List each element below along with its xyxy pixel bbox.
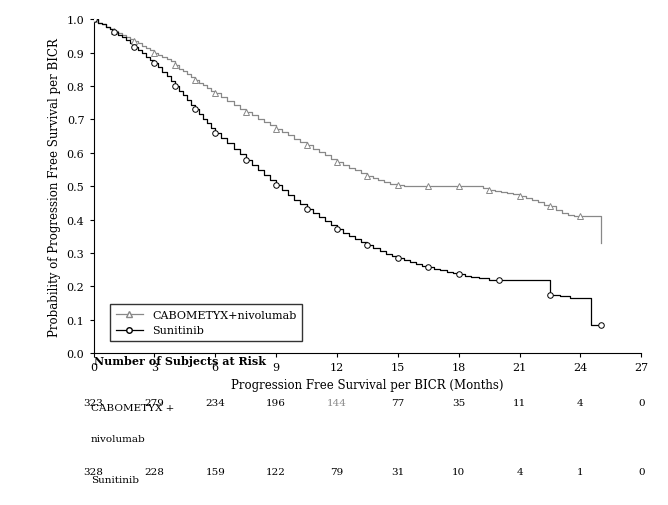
Text: Sunitinib: Sunitinib	[91, 475, 139, 484]
Text: 328: 328	[84, 467, 104, 476]
Text: 31: 31	[391, 467, 404, 476]
Text: 4: 4	[577, 398, 584, 408]
X-axis label: Progression Free Survival per BICR (Months): Progression Free Survival per BICR (Mont…	[231, 378, 504, 391]
Text: 323: 323	[84, 398, 104, 408]
Text: 4: 4	[516, 467, 523, 476]
Text: 77: 77	[391, 398, 404, 408]
Y-axis label: Probability of Progression Free Survival per BICR: Probability of Progression Free Survival…	[48, 38, 61, 336]
Text: 234: 234	[205, 398, 225, 408]
Text: 1: 1	[577, 467, 584, 476]
Text: 35: 35	[452, 398, 466, 408]
Text: Number of Subjects at Risk: Number of Subjects at Risk	[94, 355, 265, 366]
Text: 279: 279	[144, 398, 164, 408]
Text: 228: 228	[144, 467, 164, 476]
Text: 0: 0	[638, 467, 645, 476]
Text: 144: 144	[327, 398, 347, 408]
Legend: CABOMETYX+nivolumab, Sunitinib: CABOMETYX+nivolumab, Sunitinib	[110, 305, 302, 341]
Text: 11: 11	[513, 398, 526, 408]
Text: 196: 196	[266, 398, 286, 408]
Text: 159: 159	[205, 467, 225, 476]
Text: 0: 0	[638, 398, 645, 408]
Text: 79: 79	[331, 467, 343, 476]
Text: CABOMETYX +: CABOMETYX +	[91, 403, 174, 412]
Text: 10: 10	[452, 467, 466, 476]
Text: 122: 122	[266, 467, 286, 476]
Text: nivolumab: nivolumab	[91, 434, 146, 443]
